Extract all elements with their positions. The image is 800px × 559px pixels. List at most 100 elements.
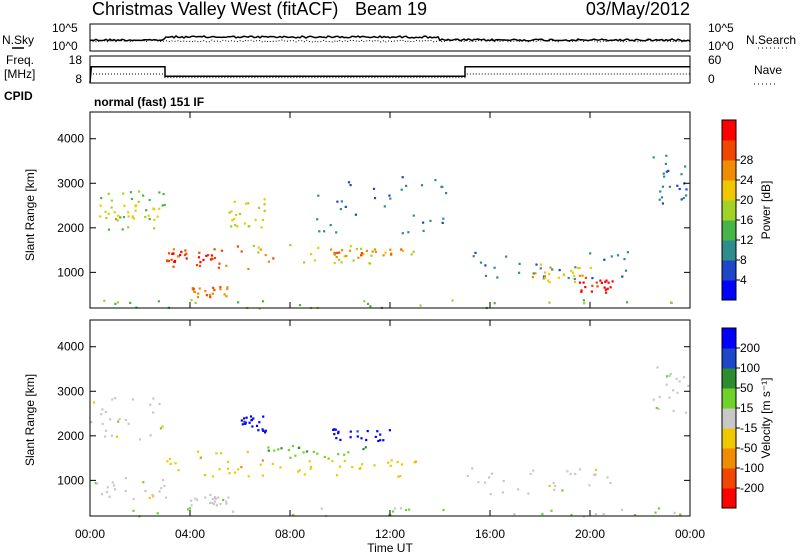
power-cell — [230, 210, 233, 213]
velocity-cell — [668, 374, 671, 377]
velocity-cell — [666, 375, 669, 378]
date-label: 03/May/2012 — [586, 0, 690, 19]
velocity-colorbar-segment — [722, 368, 736, 389]
velocity-cell — [658, 396, 661, 399]
velocity-cell — [211, 501, 214, 504]
power-cell — [225, 264, 228, 267]
power-cell — [580, 289, 583, 292]
velocity-cell — [672, 409, 675, 412]
velocity-cell — [312, 450, 315, 453]
velocity-cell — [132, 509, 135, 512]
power-colorbar-tick: 4 — [740, 273, 747, 287]
power-cell — [349, 184, 352, 187]
velocity-cell — [466, 474, 469, 477]
power-cell — [202, 258, 205, 262]
velocity-ytick-label: 3000 — [57, 384, 84, 398]
power-cell — [116, 301, 119, 304]
velocity-colorbar-tick: 15 — [740, 401, 754, 415]
power-cell — [172, 248, 175, 251]
power-cell — [518, 271, 521, 274]
power-cell — [197, 292, 200, 295]
power-cell — [259, 248, 262, 251]
power-cell — [172, 252, 175, 255]
velocity-cell — [108, 495, 111, 498]
power-cell — [218, 262, 221, 265]
velocity-cell — [553, 488, 556, 491]
velocity-cell — [177, 469, 180, 472]
freq-trace — [89, 66, 690, 84]
power-cell — [484, 274, 488, 277]
power-frame — [89, 111, 691, 309]
power-cell — [662, 172, 665, 175]
power-colorbar-segment — [722, 220, 736, 241]
freq-tick-bottom: 8 — [75, 72, 82, 86]
nsky-label: N.Sky — [2, 33, 34, 47]
velocity-cell — [190, 499, 193, 502]
velocity-cell — [477, 481, 480, 484]
velocity-cell — [222, 498, 225, 501]
power-cell — [99, 204, 102, 207]
velocity-cell — [529, 472, 532, 476]
velocity-cell — [105, 490, 108, 494]
power-cell — [236, 225, 239, 228]
power-cell — [335, 256, 338, 259]
power-cell — [198, 251, 201, 254]
velocity-cell — [261, 474, 264, 477]
power-cell — [400, 188, 403, 191]
power-cell — [664, 162, 667, 165]
power-cell — [153, 227, 156, 230]
velocity-cell — [111, 481, 114, 484]
velocity-cell — [228, 472, 231, 475]
velocity-cell — [484, 481, 487, 484]
power-cell — [400, 248, 403, 251]
nsky-tick-bottom: 10^0 — [52, 39, 78, 53]
power-cell — [343, 255, 346, 258]
power-cell — [589, 252, 592, 255]
power-cell — [390, 253, 393, 256]
power-cell — [405, 184, 408, 187]
power-cell — [240, 250, 243, 253]
freq-unit-label: [MHz] — [4, 67, 35, 81]
velocity-cell — [574, 472, 577, 476]
power-cell — [605, 279, 608, 282]
velocity-cell — [320, 507, 323, 510]
velocity-cell — [280, 447, 283, 450]
velocity-cell — [124, 477, 127, 480]
velocity-cell — [152, 495, 155, 498]
velocity-cell — [323, 455, 326, 458]
power-cell — [205, 254, 208, 257]
velocity-cell — [204, 496, 207, 499]
velocity-cell — [364, 446, 367, 449]
velocity-cell — [240, 419, 243, 422]
velocity-cell — [138, 438, 142, 441]
velocity-cell — [408, 508, 411, 511]
power-cell — [340, 200, 343, 203]
power-cell — [344, 205, 347, 208]
power-cell — [170, 258, 173, 261]
velocity-cell — [541, 512, 544, 516]
power-cell — [243, 222, 247, 225]
power-cell — [549, 266, 552, 269]
power-cell — [401, 232, 404, 235]
velocity-cell — [672, 389, 675, 392]
velocity-cell — [379, 433, 382, 436]
power-cell — [257, 251, 260, 254]
power-cell — [103, 299, 106, 302]
power-colorbar-tick: 20 — [740, 193, 754, 207]
power-cell — [410, 253, 413, 256]
power-cell — [678, 187, 681, 191]
power-cell — [372, 187, 376, 190]
velocity-cell — [594, 513, 597, 516]
velocity-cell — [302, 451, 305, 454]
power-cell — [264, 254, 267, 257]
power-cell — [557, 276, 560, 279]
power-cell — [531, 276, 534, 279]
velocity-cell — [255, 424, 259, 427]
velocity-cell — [548, 484, 551, 487]
velocity-ylabel: Slant Range [km] — [23, 374, 37, 466]
velocity-cell — [655, 406, 658, 410]
velocity-cell — [149, 403, 152, 406]
velocity-cell — [161, 425, 164, 428]
power-cell — [198, 264, 202, 268]
